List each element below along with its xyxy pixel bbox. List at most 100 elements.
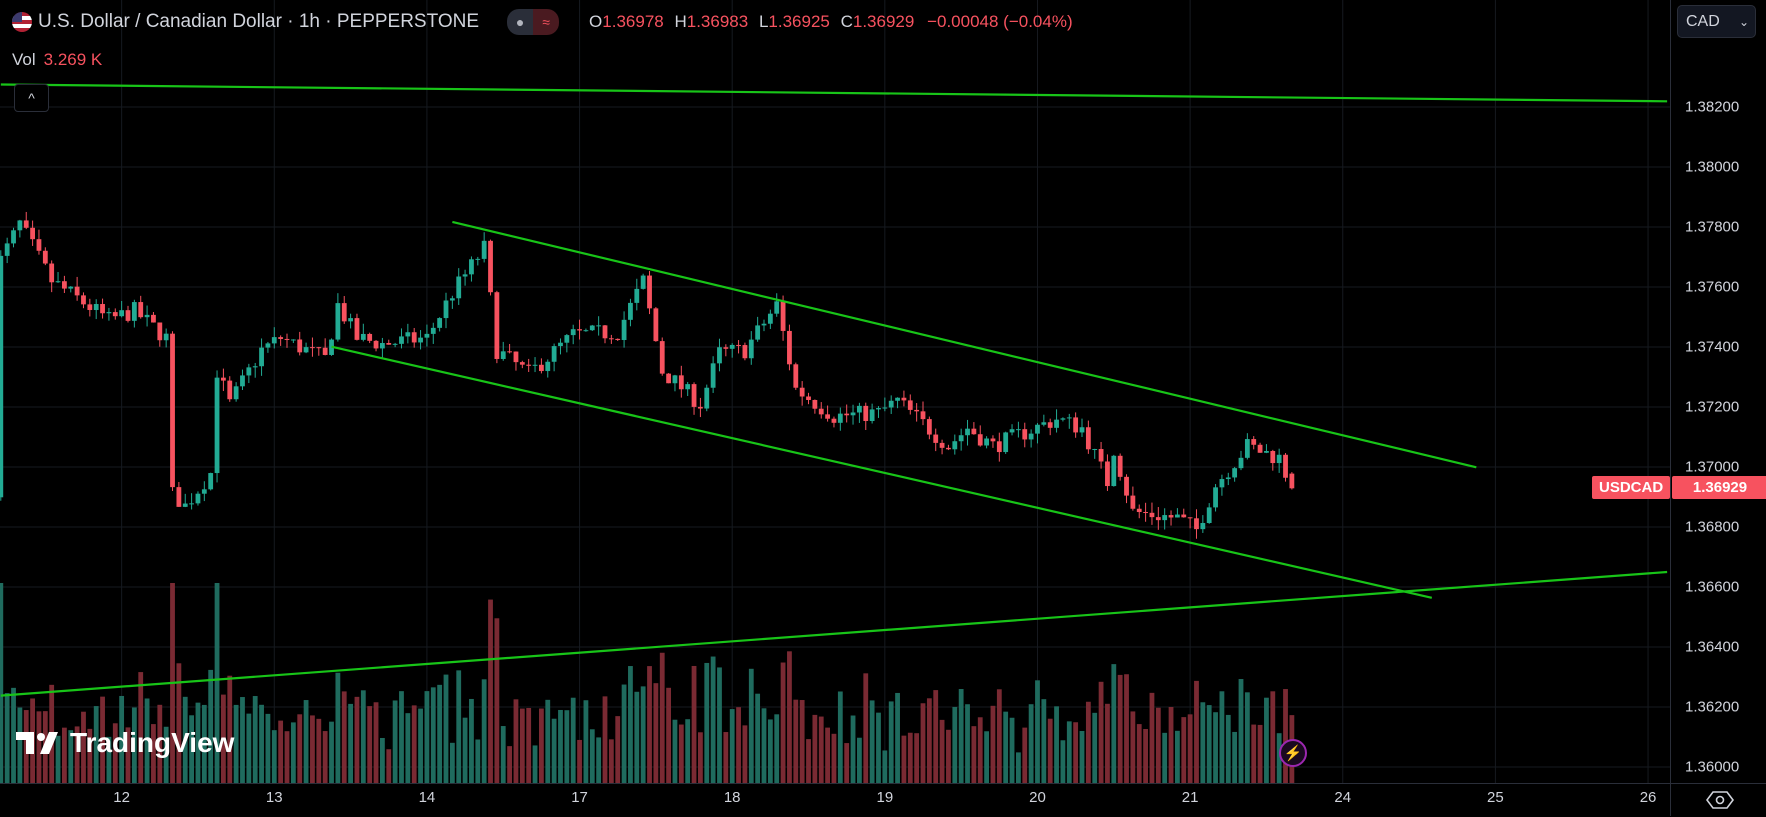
candle-body (405, 332, 411, 337)
volume-bar (933, 690, 939, 783)
candle-body (577, 329, 582, 331)
candle-body (1181, 514, 1187, 518)
candle-body (1187, 517, 1193, 519)
candle-body (717, 347, 722, 364)
candle-body (596, 325, 602, 327)
volume-bar (850, 715, 856, 783)
volume-bar (1060, 740, 1066, 783)
candle-body (628, 302, 633, 320)
candle-body (481, 240, 487, 259)
volume-bar (125, 727, 131, 783)
candle-body (462, 274, 468, 277)
volume-bar (1270, 691, 1276, 783)
candle-body (1162, 515, 1168, 521)
symbol-title[interactable]: U.S. Dollar / Canadian Dollar · 1h · PEP… (38, 11, 480, 32)
volume-bar (837, 691, 843, 783)
volume-bar (354, 696, 360, 783)
candle-body (125, 310, 131, 321)
time-tick-label: 26 (1639, 789, 1657, 806)
time-tick-label: 17 (571, 789, 588, 806)
candle-body (303, 347, 309, 353)
volume-bar (869, 700, 875, 783)
time-axis[interactable] (0, 783, 1766, 817)
candle-body (1124, 476, 1129, 496)
candle-body (100, 304, 105, 314)
volume-bar (119, 695, 125, 783)
volume-bar (348, 703, 353, 783)
candle-body (1194, 518, 1199, 530)
approx-icon: ≈ (533, 9, 560, 35)
candle-body (4, 243, 10, 256)
volume-bar (55, 735, 61, 783)
candle-body (138, 302, 144, 318)
volume-bar (360, 690, 366, 783)
volume-bar (399, 691, 404, 783)
volume-bar (1098, 681, 1104, 783)
price-chart[interactable] (0, 0, 1670, 783)
candle-body (920, 411, 926, 420)
market-status-pill[interactable]: ● ≈ (507, 9, 560, 35)
candle-body (818, 408, 824, 415)
volume-bar (857, 737, 862, 783)
volume-bar (1175, 730, 1180, 783)
volume-bar (698, 732, 703, 783)
candle-body (49, 263, 55, 283)
lightning-icon[interactable]: ⚡ (1279, 739, 1307, 767)
candle-body (23, 220, 29, 228)
volume-bar (182, 696, 188, 783)
volume-bar (634, 691, 640, 783)
volume-bar (914, 733, 920, 783)
volume-bar (888, 701, 894, 783)
collapse-legend-button[interactable]: ^ (14, 84, 49, 112)
candle-body (748, 339, 754, 359)
volume-bar (1162, 732, 1168, 783)
volume-bar (678, 724, 684, 783)
candle-body (1251, 439, 1257, 445)
candle-body (933, 434, 939, 443)
candle-body (647, 275, 652, 309)
candle-body (774, 301, 780, 314)
volume-bar (1003, 711, 1009, 783)
candle-body (971, 428, 977, 435)
candle-body (507, 351, 512, 353)
volume-bar (456, 670, 462, 783)
candle-body (914, 409, 920, 412)
price-axis[interactable] (1670, 0, 1766, 816)
chart-settings-eye-icon[interactable] (1705, 786, 1735, 814)
candle-body (558, 342, 563, 347)
volume-bar (787, 651, 792, 783)
candle-body (761, 323, 767, 326)
volume-bar (462, 717, 468, 783)
volume-bar (920, 703, 926, 783)
candle-body (589, 325, 595, 331)
chevron-up-icon: ^ (28, 90, 35, 106)
candle-body (926, 419, 932, 435)
candle-body (310, 347, 315, 349)
candle-body (1098, 449, 1104, 462)
symbol-legend: U.S. Dollar / Canadian Dollar · 1h · PEP… (12, 9, 1073, 35)
candle-body (1085, 427, 1091, 450)
volume-bar (443, 674, 449, 783)
volume-bar (131, 707, 137, 783)
volume-bar (1264, 697, 1269, 783)
candle-body (806, 396, 811, 400)
logo-text: TradingView (70, 727, 235, 758)
volume-bar (1283, 689, 1288, 783)
candle-body (284, 338, 290, 340)
volume-bar (551, 718, 557, 783)
volume-bar (628, 666, 633, 783)
candle-body (297, 339, 303, 353)
candle-body (1238, 457, 1244, 469)
volume-bar (971, 726, 977, 783)
candle-body (1232, 468, 1238, 478)
candle-body (1105, 461, 1110, 487)
candle-body (901, 397, 907, 401)
volume-bar (151, 724, 156, 783)
candle-body (736, 344, 741, 346)
candle-body (189, 503, 194, 505)
currency-select[interactable]: CAD ⌄ (1677, 5, 1756, 38)
candle-body (437, 318, 443, 328)
tradingview-logo[interactable]: TradingView (16, 727, 234, 759)
close-label: C (840, 12, 853, 31)
volume-bar (666, 687, 671, 783)
